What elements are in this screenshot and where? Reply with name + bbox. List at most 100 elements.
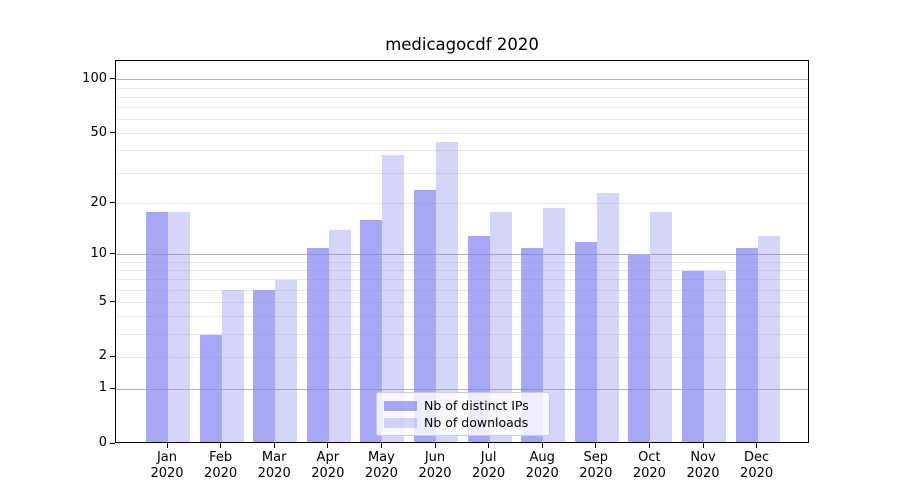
y-tick-mark-2	[110, 355, 115, 357]
x-tick-mark-dec	[756, 443, 758, 448]
y-tick-mark-5	[110, 301, 115, 303]
x-tick-label-month: May	[367, 450, 395, 465]
gridline-minor-30	[116, 172, 808, 174]
x-tick-label-aug: Aug 2020	[514, 450, 570, 482]
bar-distinct-ips-feb	[199, 334, 222, 442]
plot-area	[115, 60, 809, 443]
bar-downloads-mar	[275, 279, 298, 442]
y-tick-label-20: 20	[90, 194, 107, 210]
x-tick-mark-sep	[595, 443, 597, 448]
gridline-minor-70	[116, 107, 808, 109]
x-tick-mark-mar	[273, 443, 275, 448]
x-tick-label-month: Jul	[480, 450, 497, 465]
gridline-minor-5	[116, 302, 808, 304]
gridline-major-10	[116, 254, 808, 256]
gridline-minor-7	[116, 279, 808, 281]
x-tick-label-year: 2020	[364, 466, 398, 481]
gridline-minor-40	[116, 150, 808, 152]
x-tick-label-month: Jun	[424, 450, 446, 465]
y-tick-label-50: 50	[90, 124, 107, 140]
x-tick-label-month: Aug	[529, 450, 555, 465]
bar-distinct-ips-apr	[306, 247, 329, 442]
bar-downloads-aug	[543, 207, 566, 442]
x-tick-label-jul: Jul 2020	[461, 450, 517, 482]
x-tick-label-month: Feb	[209, 450, 233, 465]
legend: Nb of distinct IPs Nb of downloads	[376, 392, 550, 436]
gridline-minor-9	[116, 261, 808, 263]
x-tick-label-year: 2020	[632, 466, 666, 481]
gridline-minor-2	[116, 356, 808, 358]
bar-downloads-apr	[328, 230, 351, 442]
bar-distinct-ips-jul	[467, 235, 490, 442]
x-tick-label-year: 2020	[686, 466, 720, 481]
x-tick-label-month: Apr	[316, 450, 340, 465]
bar-downloads-jun	[436, 141, 458, 442]
x-tick-mark-jun	[434, 443, 436, 448]
x-tick-label-sep: Sep 2020	[568, 450, 624, 482]
x-tick-label-year: 2020	[579, 466, 613, 481]
x-tick-label-may: May 2020	[353, 450, 409, 482]
chart-title: medicagocdf 2020	[385, 35, 539, 54]
x-tick-label-jun: Jun 2020	[407, 450, 463, 482]
bar-downloads-feb	[221, 290, 244, 442]
gridline-minor-8	[116, 270, 808, 272]
x-tick-label-month: Mar	[261, 450, 287, 465]
x-tick-mark-jan	[166, 443, 168, 448]
bar-distinct-ips-dec	[735, 247, 758, 442]
x-tick-label-nov: Nov 2020	[675, 450, 731, 482]
gridline-minor-6	[116, 289, 808, 291]
gridline-major-1	[116, 388, 808, 390]
gridline-minor-3	[116, 334, 808, 336]
x-tick-label-dec: Dec 2020	[729, 450, 785, 482]
bar-downloads-jul	[489, 211, 512, 442]
bar-distinct-ips-jun	[414, 189, 436, 442]
x-tick-label-month: Dec	[744, 450, 770, 465]
y-tick-label-0: 0	[98, 435, 107, 450]
bar-distinct-ips-mar	[253, 290, 276, 442]
legend-entry-distinct-ips: Nb of distinct IPs	[384, 397, 541, 414]
bar-downloads-nov	[704, 270, 726, 442]
y-tick-label-2: 2	[98, 348, 107, 364]
gridline-minor-20	[116, 203, 808, 205]
x-tick-mark-aug	[541, 443, 543, 448]
bar-distinct-ips-sep	[574, 241, 597, 442]
x-tick-label-year: 2020	[150, 466, 184, 481]
legend-label-distinct-ips: Nb of distinct IPs	[424, 398, 529, 413]
x-tick-label-month: Oct	[638, 450, 661, 465]
x-tick-label-year: 2020	[525, 466, 559, 481]
x-tick-label-jan: Jan 2020	[139, 450, 195, 482]
gridline-minor-50	[116, 133, 808, 135]
x-tick-mark-jul	[488, 443, 490, 448]
y-tick-label-10: 10	[90, 245, 107, 261]
bar-distinct-ips-nov	[682, 270, 704, 442]
bar-downloads-sep	[596, 193, 619, 442]
x-tick-label-apr: Apr 2020	[300, 450, 356, 482]
y-tick-label-100: 100	[82, 70, 107, 86]
x-tick-mark-nov	[702, 443, 704, 448]
y-tick-mark-100	[110, 78, 115, 80]
x-tick-label-year: 2020	[257, 466, 291, 481]
x-tick-label-mar: Mar 2020	[246, 450, 302, 482]
x-tick-label-month: Sep	[583, 450, 609, 465]
bar-downloads-may	[382, 154, 405, 442]
x-tick-label-feb: Feb 2020	[193, 450, 249, 482]
x-tick-mark-oct	[648, 443, 650, 448]
legend-label-downloads: Nb of downloads	[424, 415, 529, 430]
x-tick-mark-may	[380, 443, 382, 448]
x-tick-label-year: 2020	[418, 466, 452, 481]
gridline-minor-90	[116, 87, 808, 89]
x-tick-label-year: 2020	[740, 466, 774, 481]
y-tick-mark-50	[110, 132, 115, 134]
x-tick-label-oct: Oct 2020	[621, 450, 677, 482]
legend-swatch-distinct-ips-icon	[384, 400, 417, 411]
y-tick-label-1: 1	[98, 380, 107, 396]
x-tick-label-month: Nov	[690, 450, 716, 465]
bar-distinct-ips-oct	[628, 254, 651, 442]
y-tick-mark-10	[110, 253, 115, 255]
y-tick-mark-20	[110, 202, 115, 204]
bar-distinct-ips-jan	[146, 211, 168, 442]
legend-entry-downloads: Nb of downloads	[384, 414, 541, 431]
x-tick-mark-apr	[327, 443, 329, 448]
y-tick-label-5: 5	[98, 293, 107, 309]
x-tick-label-month: Jan	[156, 450, 178, 465]
